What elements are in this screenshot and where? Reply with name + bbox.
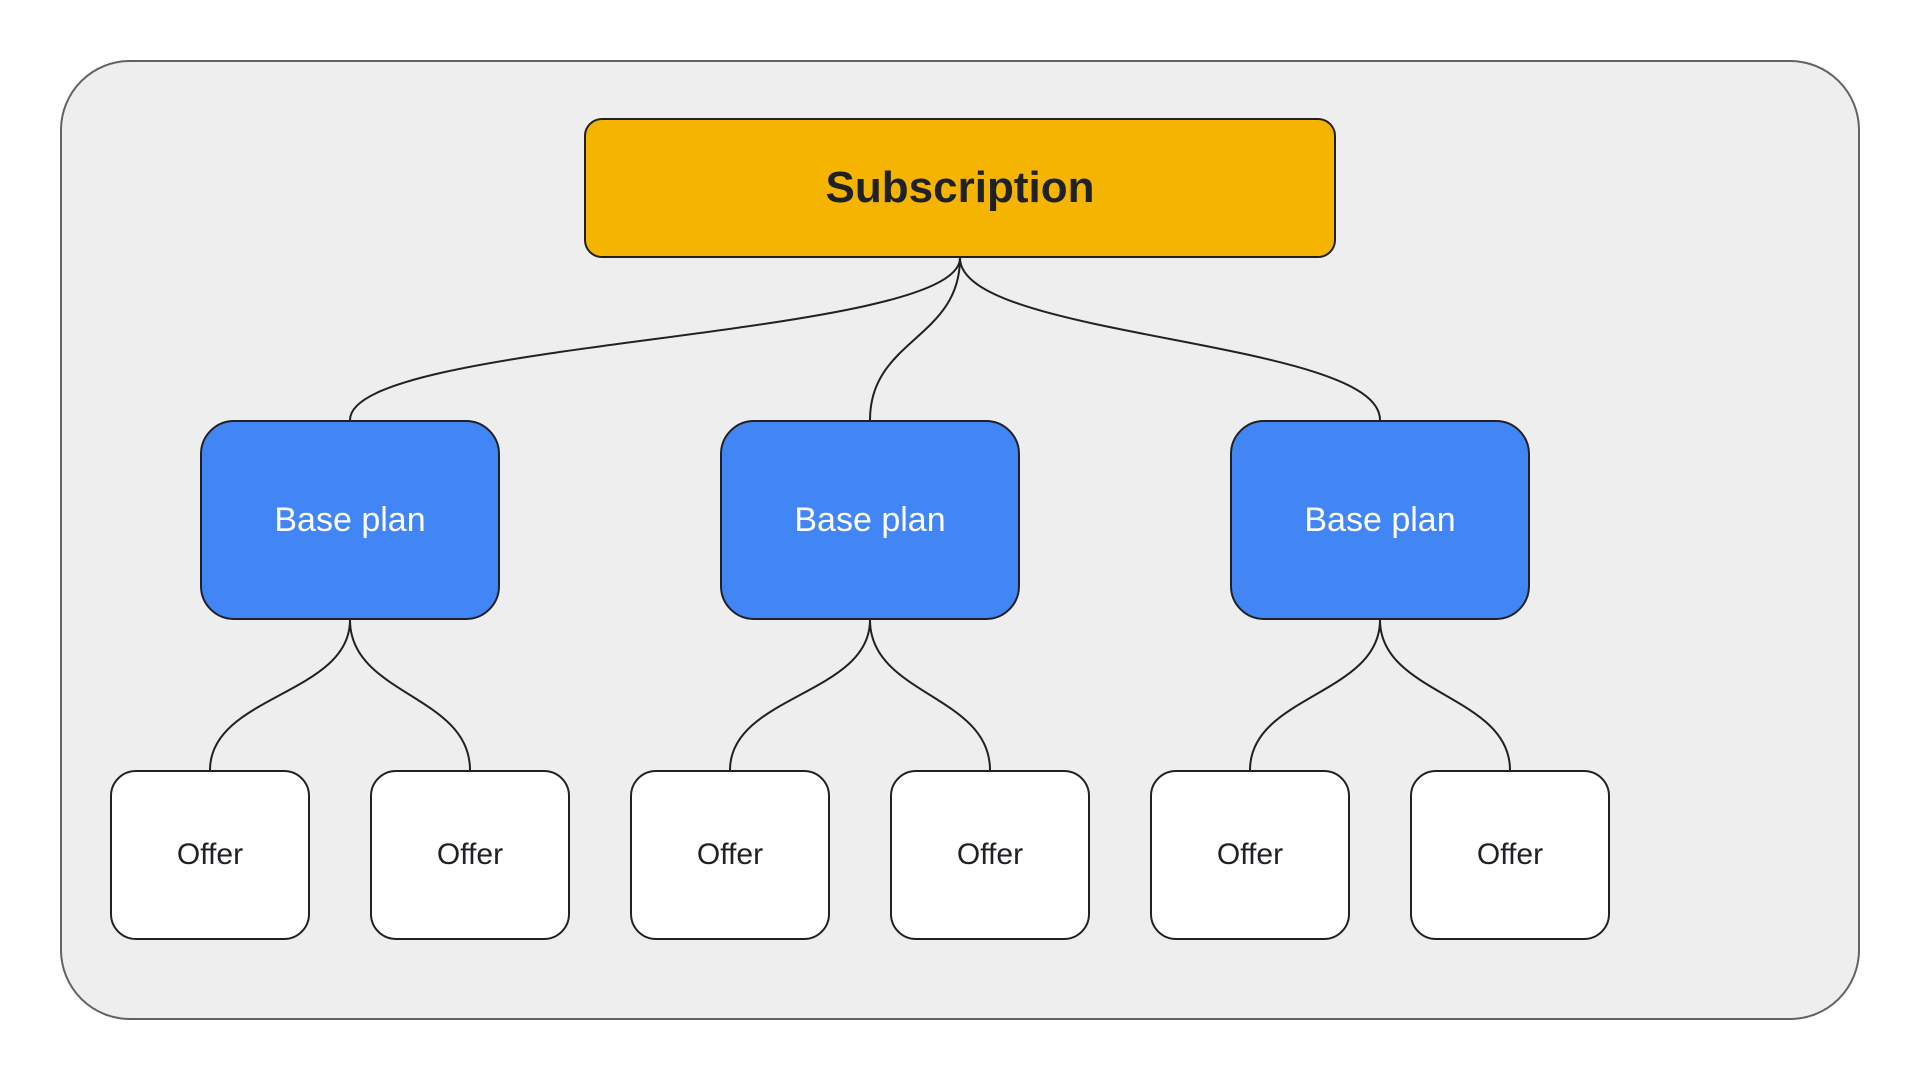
node-offer-1: Offer [110, 770, 310, 940]
node-label: Base plan [794, 501, 945, 540]
node-subscription: Subscription [584, 118, 1336, 258]
node-baseplan-2: Base plan [720, 420, 1020, 620]
node-offer-4: Offer [890, 770, 1090, 940]
node-label: Offer [697, 838, 763, 872]
node-label: Base plan [1304, 501, 1455, 540]
node-baseplan-3: Base plan [1230, 420, 1530, 620]
node-offer-3: Offer [630, 770, 830, 940]
node-label: Offer [957, 838, 1023, 872]
node-label: Subscription [826, 163, 1095, 213]
node-label: Offer [1217, 838, 1283, 872]
node-label: Offer [437, 838, 503, 872]
node-offer-2: Offer [370, 770, 570, 940]
node-offer-5: Offer [1150, 770, 1350, 940]
node-label: Offer [1477, 838, 1543, 872]
diagram-stage: Subscription Base plan Base plan Base plan O… [0, 0, 1920, 1080]
node-label: Offer [177, 838, 243, 872]
node-label: Base plan [274, 501, 425, 540]
node-offer-6: Offer [1410, 770, 1610, 940]
node-baseplan-1: Base plan [200, 420, 500, 620]
